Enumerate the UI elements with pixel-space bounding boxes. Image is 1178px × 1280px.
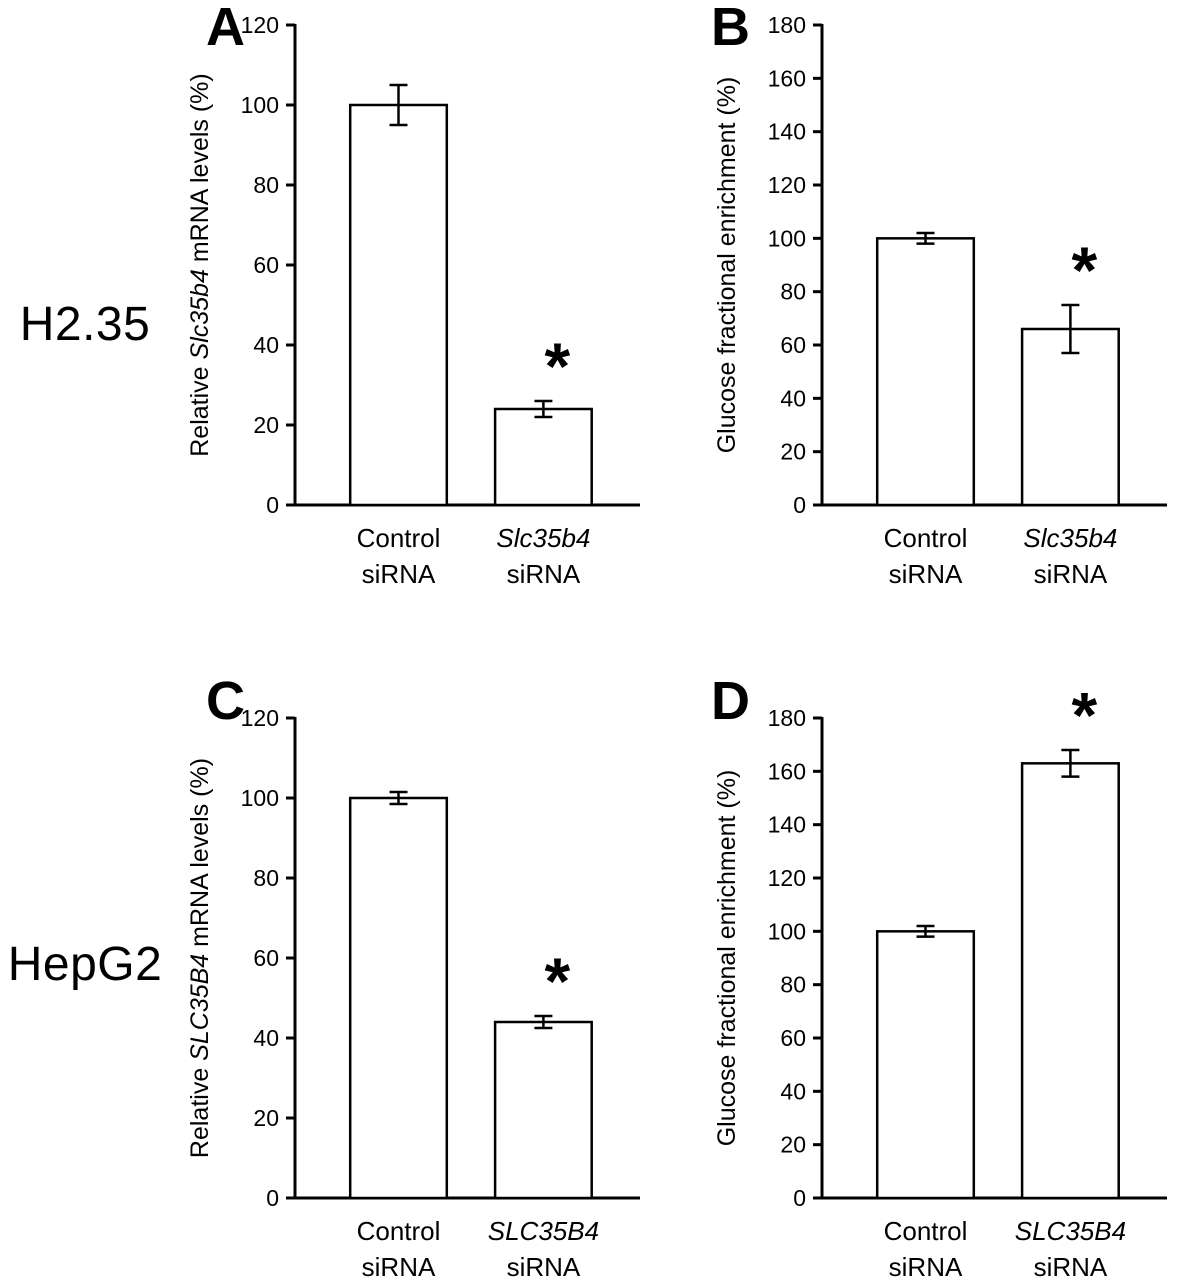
x-category-label: siRNA	[889, 559, 963, 589]
panel-letter-C: C	[206, 671, 245, 731]
y-tick-label: 80	[253, 172, 279, 198]
y-tick-label: 140	[768, 812, 806, 838]
x-category-label: siRNA	[507, 559, 581, 589]
y-axis-title: Relative Slc35b4 mRNA levels (%)	[186, 73, 214, 457]
y-tick-label: 120	[768, 865, 806, 891]
x-category-label: siRNA	[362, 1252, 436, 1280]
y-tick-label: 100	[241, 785, 279, 811]
x-category-label: siRNA	[1034, 559, 1108, 589]
bar-A-1	[493, 407, 593, 507]
y-tick-label: 160	[768, 65, 806, 91]
y-tick-label: 180	[768, 12, 806, 38]
bar-A-0	[348, 103, 449, 507]
y-tick-label: 60	[253, 945, 279, 971]
row-label-h235: H2.35	[19, 297, 151, 351]
bar-C-1	[493, 1020, 593, 1200]
bar-D-1	[1020, 762, 1120, 1200]
y-tick-label: 0	[793, 1185, 806, 1211]
row-label-hepg2: HepG2	[7, 937, 163, 991]
y-tick-label: 0	[266, 492, 279, 518]
y-tick-label: 120	[768, 172, 806, 198]
y-tick-label: 40	[780, 385, 806, 411]
panel-B: B 0 20 40 60 80 100 120 140 160 180 Glucose fracti…	[655, 0, 1178, 648]
x-category-label: Control	[884, 1216, 968, 1246]
bar-chart-svg-B: 0 20 40 60 80 100 120 140 160 180 Glucose fraction…	[713, 12, 1167, 589]
x-category-label: SLC35B4	[488, 1216, 599, 1246]
panel-D: D 0 20 40 60 80 100 120 140 160 180 Glucose fracti…	[655, 648, 1178, 1280]
x-category-label: Control	[884, 523, 968, 553]
bar-chart-svg-A: 0 20 40 60 80 100 120 Relative Slc35b4 mRNA lev…	[186, 12, 640, 589]
x-category-label: Slc35b4	[496, 523, 590, 553]
chart-C: 0 20 40 60 80 100 120 Relative SLC35B4 mRNA lev…	[170, 693, 655, 1280]
significance-asterisk: *	[1072, 693, 1098, 752]
significance-asterisk: *	[545, 329, 571, 403]
y-tick-label: 60	[253, 252, 279, 278]
y-tick-label: 40	[780, 1078, 806, 1104]
y-tick-label: 120	[241, 705, 279, 731]
x-category-label: siRNA	[1034, 1252, 1108, 1280]
y-tick-label: 60	[780, 332, 806, 358]
bar-B-1	[1020, 327, 1120, 507]
y-tick-label: 0	[793, 492, 806, 518]
panel-A: A 0 20 40 60 80 100 120 Relative Slc35b4 mRNA l…	[170, 0, 655, 648]
y-axis-title: Relative SLC35B4 mRNA levels (%)	[186, 758, 214, 1158]
bar-C-0	[348, 796, 449, 1200]
x-category-label: siRNA	[507, 1252, 581, 1280]
y-tick-label: 160	[768, 758, 806, 784]
x-category-label: siRNA	[362, 559, 436, 589]
x-category-label: Slc35b4	[1023, 523, 1117, 553]
y-tick-label: 100	[768, 225, 806, 251]
chart-B: 0 20 40 60 80 100 120 140 160 180 Glucose fraction…	[697, 0, 1178, 640]
y-tick-label: 40	[253, 1025, 279, 1051]
panel-C: C 0 20 40 60 80 100 120 Relative SLC35B4 mRNA l…	[170, 648, 655, 1280]
y-tick-label: 20	[780, 1132, 806, 1158]
bar-D-0	[875, 930, 976, 1200]
y-tick-label: 120	[241, 12, 279, 38]
chart-D: 0 20 40 60 80 100 120 140 160 180 Glucose fraction…	[697, 693, 1178, 1280]
x-category-label: Control	[357, 523, 441, 553]
y-axis-title: Glucose fractional enrichment (%)	[713, 770, 741, 1147]
y-tick-label: 40	[253, 332, 279, 358]
y-tick-label: 80	[780, 279, 806, 305]
y-tick-label: 80	[253, 865, 279, 891]
bar-B-0	[875, 237, 976, 507]
figure-row-h235: H2.35 A 0 20 40 60 80 100 120 Relative Slc35b4 …	[19, 0, 1178, 648]
bar-chart-svg-D: 0 20 40 60 80 100 120 140 160 180 Glucose fraction…	[713, 693, 1167, 1280]
panel-letter-D: D	[711, 671, 750, 731]
y-axis-title: Glucose fractional enrichment (%)	[713, 77, 741, 454]
figure-row-hepg2: HepG2 C 0 20 40 60 80 100 120 Relative SLC35B4 …	[0, 648, 1178, 1280]
significance-asterisk: *	[545, 944, 571, 1018]
bar-chart-svg-C: 0 20 40 60 80 100 120 Relative SLC35B4 mRNA lev…	[186, 705, 640, 1280]
y-tick-label: 0	[266, 1185, 279, 1211]
y-tick-label: 80	[780, 972, 806, 998]
y-tick-label: 20	[780, 439, 806, 465]
y-tick-label: 100	[768, 918, 806, 944]
y-tick-label: 180	[768, 705, 806, 731]
chart-A: 0 20 40 60 80 100 120 Relative Slc35b4 mRNA lev…	[170, 0, 655, 640]
y-tick-label: 60	[780, 1025, 806, 1051]
y-tick-label: 20	[253, 412, 279, 438]
y-tick-label: 100	[241, 92, 279, 118]
panel-letter-B: B	[711, 0, 750, 57]
x-category-label: Control	[357, 1216, 441, 1246]
significance-asterisk: *	[1072, 233, 1098, 307]
y-tick-label: 140	[768, 119, 806, 145]
panel-letter-A: A	[206, 0, 245, 57]
y-tick-label: 20	[253, 1105, 279, 1131]
x-category-label: siRNA	[889, 1252, 963, 1280]
x-category-label: SLC35B4	[1015, 1216, 1126, 1246]
